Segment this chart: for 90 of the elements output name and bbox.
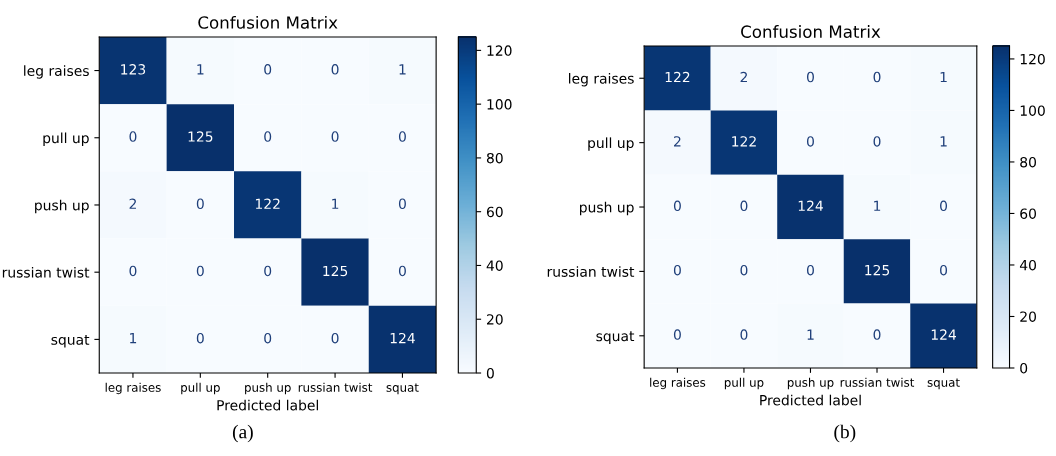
data-label: 125	[188, 131, 213, 142]
x-tick-label: push up	[787, 377, 834, 390]
color-bar-label: 120	[1020, 53, 1045, 65]
color-bar-label: 60	[1020, 208, 1037, 219]
color-bar-label: 100	[1020, 105, 1045, 116]
x-tick-label: push up	[245, 382, 291, 395]
data-label: 1	[399, 64, 406, 75]
data-label: 0	[873, 329, 881, 340]
data-label: 0	[129, 265, 137, 277]
data-label: 124	[798, 200, 823, 211]
color-bar-label: 0	[486, 367, 494, 379]
y-tick-label: pull up	[43, 132, 89, 146]
data-label: 2	[674, 136, 681, 147]
data-label: 0	[264, 64, 272, 75]
data-label: 1	[332, 198, 339, 209]
data-label: 125	[865, 264, 890, 276]
y-tick-label: russian twist	[547, 266, 635, 277]
data-label: 0	[740, 264, 748, 276]
x-tick-label: squat	[927, 378, 960, 390]
data-label: 0	[673, 200, 681, 212]
color-bar-label: 60	[486, 206, 503, 218]
color-bar-label: 120	[487, 45, 512, 56]
data-label: 125	[323, 265, 348, 277]
data-label: 0	[264, 265, 272, 277]
x-tick-label: russian twist	[298, 382, 373, 392]
color-bar-label: 40	[1019, 259, 1037, 271]
data-label: 0	[806, 264, 814, 276]
x-tick-label: pull up	[724, 377, 764, 390]
data-label: 0	[806, 136, 814, 147]
data-label: 124	[390, 332, 415, 344]
y-tick-label: squat	[51, 334, 90, 348]
color-bar-label: 80	[1020, 156, 1037, 168]
y-tick-label: leg raises	[569, 72, 634, 87]
data-label: 0	[673, 329, 681, 340]
data-label: 0	[740, 329, 748, 340]
color-bar-label: 0	[1020, 362, 1028, 374]
data-label: 0	[806, 71, 814, 83]
data-label: 0	[873, 71, 881, 83]
data-label: 1	[940, 71, 947, 83]
x-tick-label: pull up	[181, 382, 220, 395]
y-tick-label: squat	[596, 331, 635, 344]
data-label: 123	[121, 64, 146, 75]
data-label: 0	[398, 131, 406, 142]
chart-title: Confusion Matrix	[198, 15, 338, 29]
data-label: 1	[807, 329, 814, 340]
x-axis-title: Predicted label	[760, 394, 861, 406]
color-bar-label: 80	[486, 152, 503, 164]
data-label: 0	[873, 136, 881, 147]
data-label: 0	[196, 332, 204, 344]
data-label: 122	[665, 71, 690, 83]
x-tick-label: leg raises	[650, 377, 706, 390]
y-tick-label: leg raises	[24, 65, 89, 79]
chart-title: Confusion Matrix	[741, 25, 881, 38]
y-tick-label: pull up	[588, 137, 634, 151]
data-label: 0	[398, 198, 406, 209]
y-tick-label: push up	[580, 201, 634, 216]
x-tick-label: squat	[386, 383, 419, 395]
data-label: 0	[264, 131, 272, 142]
color-bar-label: 100	[487, 99, 512, 110]
data-label: 124	[931, 329, 957, 340]
data-label: 0	[129, 131, 137, 142]
color-bar-label: 40	[486, 260, 503, 271]
data-label: 0	[673, 264, 681, 276]
data-label: 2	[740, 71, 747, 83]
data-label: 1	[197, 64, 204, 75]
data-label: 2	[129, 198, 136, 209]
data-label: 0	[264, 332, 272, 344]
data-label: 1	[940, 136, 947, 147]
color-bar-label: 20	[1020, 311, 1037, 322]
y-tick-label: russian twist	[2, 266, 90, 278]
data-label: 0	[196, 265, 204, 277]
data-label: 0	[740, 200, 748, 212]
data-label: 122	[255, 198, 280, 209]
data-label: 0	[331, 332, 339, 344]
color-bar-label: 20	[487, 314, 503, 325]
data-label: 0	[331, 131, 339, 142]
y-tick-label: push up	[35, 199, 89, 214]
data-label: 0	[331, 64, 339, 75]
x-axis-title: Predicted label	[217, 399, 318, 411]
data-label: 0	[940, 264, 948, 276]
x-tick-label: russian twist	[840, 377, 915, 387]
data-label: 1	[130, 333, 137, 344]
text: (b)	[834, 424, 856, 443]
text: (a)	[232, 424, 253, 443]
data-label: 0	[398, 265, 406, 277]
data-label: 0	[196, 198, 204, 209]
x-tick-label: leg raises	[105, 382, 161, 395]
data-label: 0	[940, 200, 948, 212]
data-label: 1	[874, 200, 881, 211]
data-label: 122	[732, 136, 756, 147]
